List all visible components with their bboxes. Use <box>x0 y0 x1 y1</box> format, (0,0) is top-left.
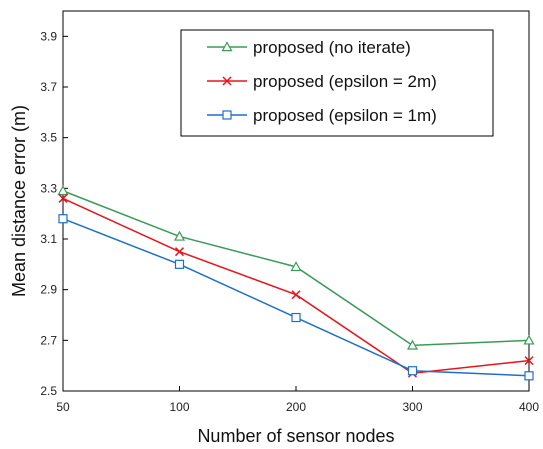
series-group <box>57 185 535 381</box>
x-tick-label: 400 <box>519 400 539 414</box>
data-point-stroke <box>524 356 534 366</box>
x-axis-ticks: 50 100 200 300 400 <box>56 386 539 414</box>
data-point <box>173 230 186 241</box>
data-point-stroke <box>291 290 301 300</box>
x-tick-label: 50 <box>56 400 70 414</box>
y-tick-label: 3.5 <box>40 131 57 145</box>
legend-label: proposed (epsilon = 2m) <box>253 72 437 91</box>
data-point <box>58 214 68 224</box>
y-tick-label: 3.7 <box>40 80 57 94</box>
data-point <box>406 339 419 350</box>
y-tick-label: 2.5 <box>40 384 57 398</box>
legend-marker <box>221 41 233 52</box>
data-point <box>524 356 534 366</box>
data-point <box>291 290 301 300</box>
legend-items: proposed (no iterate) proposed (epsilon =… <box>207 38 437 125</box>
x-tick-label: 100 <box>169 400 189 414</box>
data-point-stroke <box>174 247 185 257</box>
data-point <box>174 247 185 257</box>
x-tick-label: 200 <box>286 400 306 414</box>
legend: proposed (no iterate) proposed (epsilon =… <box>180 29 494 137</box>
y-axis-label: Mean distance error (m) <box>9 105 29 297</box>
legend-label: proposed (no iterate) <box>253 38 411 57</box>
y-tick-label: 3.3 <box>40 181 57 195</box>
data-point-stroke <box>58 193 68 203</box>
data-point <box>174 259 185 269</box>
data-point <box>523 334 535 345</box>
x-tick-label: 300 <box>402 400 422 414</box>
data-point <box>407 366 418 376</box>
data-point <box>290 261 302 272</box>
legend-marker <box>222 76 232 86</box>
data-point <box>291 312 301 323</box>
legend-box <box>180 29 494 137</box>
y-tick-label: 3.9 <box>40 29 57 43</box>
y-tick-label: 3.1 <box>40 232 57 246</box>
legend-marker <box>222 110 232 120</box>
data-point <box>524 371 534 381</box>
x-axis-label: Number of sensor nodes <box>197 426 394 446</box>
data-point <box>58 193 68 203</box>
legend-marker-stroke <box>222 76 232 86</box>
legend-label: proposed (epsilon = 1m) <box>253 106 437 125</box>
y-tick-label: 2.9 <box>40 283 57 297</box>
data-point <box>57 185 69 196</box>
y-axis-ticks: 2.5 2.7 2.9 3.1 3.3 3.5 3.7 3.9 <box>40 29 68 398</box>
y-tick-label: 2.7 <box>40 333 57 347</box>
